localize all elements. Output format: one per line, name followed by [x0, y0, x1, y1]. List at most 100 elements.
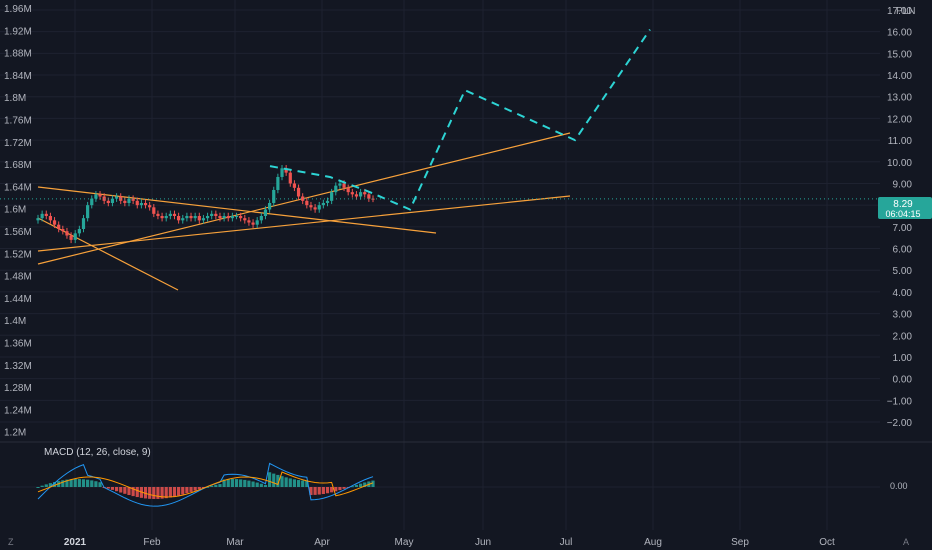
time-axis-tick: 2021 [64, 537, 87, 548]
candle-body [325, 200, 330, 203]
time-axis[interactable]: 2021 Feb Mar Apr May Jun Jul Aug Sep Oct [64, 537, 835, 548]
candle-body [346, 187, 350, 193]
macd-histogram-bar [172, 487, 177, 497]
right-axis-tick: 1.00 [893, 353, 913, 364]
left-axis-tick: 1.8M [4, 93, 26, 104]
candle-body [301, 196, 305, 201]
macd-histogram-bar [160, 487, 164, 499]
current-price-label: 8.29 [893, 199, 913, 210]
macd-histogram-bar [52, 482, 57, 487]
time-axis-tick: May [395, 537, 414, 548]
candle-body [110, 198, 115, 203]
candle-body [185, 216, 189, 219]
candle-body [255, 220, 259, 225]
time-axis-tick: Apr [314, 537, 330, 548]
candle-body [358, 192, 363, 197]
left-axis-tick: 1.52M [4, 249, 32, 260]
right-axis-tick: 5.00 [893, 266, 913, 277]
countdown-label: 06:04:15 [885, 209, 920, 219]
left-axis-tick: 1.92M [4, 26, 32, 37]
candle-body [44, 213, 48, 216]
macd-histogram-bar [272, 473, 276, 487]
macd-histogram-bar [197, 487, 201, 490]
left-axis-tick: 1.96M [4, 4, 32, 15]
macd-histogram-bar [201, 487, 206, 489]
macd-histogram-bar [181, 487, 185, 495]
macd-histogram-bar [280, 476, 284, 487]
candle-body [114, 196, 119, 199]
trendline [37, 195, 571, 252]
macd-histogram-bar [127, 487, 131, 496]
left-axis-tick: 1.2M [4, 428, 26, 439]
macd-histogram-bar [218, 484, 222, 487]
right-axis-tick: 4.00 [893, 288, 913, 299]
macd-histogram-bar [36, 487, 40, 488]
candle-body [160, 216, 164, 219]
right-axis-tick: 7.00 [893, 223, 913, 234]
macd-histogram-bar [214, 484, 218, 487]
macd-histogram-bar [69, 479, 73, 487]
candle-body [143, 202, 148, 206]
candle-body [210, 213, 214, 216]
candle-body [139, 202, 143, 206]
candle-body [218, 216, 222, 219]
macd-histogram-bar [222, 479, 226, 487]
macd-histogram-bar [234, 479, 239, 487]
candle-body [205, 216, 210, 219]
candle-body [181, 218, 185, 221]
macd-histogram-bar [61, 480, 65, 487]
candle-body [168, 213, 172, 216]
candle-body [321, 202, 325, 206]
left-axis-tick: 1.6M [4, 205, 26, 216]
left-axis-tick: 1.84M [4, 71, 32, 82]
macd-histogram-bar [268, 472, 272, 487]
right-axis-tick: −2.00 [887, 418, 913, 429]
macd-histogram-bar [371, 480, 375, 487]
macd-histogram-bar [239, 479, 243, 487]
candle-body [276, 176, 280, 190]
candle-body [247, 220, 251, 223]
candle-body [52, 220, 57, 225]
zoom-icon[interactable]: Z [8, 537, 14, 547]
candle-body [127, 198, 131, 203]
macd-histogram-bar [131, 487, 135, 497]
candle-body [201, 218, 206, 221]
candle-body [189, 216, 193, 219]
macd-histogram-bar [40, 485, 44, 487]
time-axis-tick: Oct [819, 537, 835, 548]
candle-body [123, 200, 127, 203]
macd-histogram-bar [292, 479, 297, 487]
macd-histogram-bar [193, 487, 197, 491]
macd-histogram-bar [168, 487, 172, 498]
candle-body [48, 216, 53, 221]
macd-histogram-bar [77, 479, 81, 487]
macd-histogram-bar [114, 487, 119, 492]
right-price-axis[interactable]: 17.00 16.00 15.00 14.00 13.00 12.00 11.00 10.00… [887, 6, 913, 429]
candle-body [334, 185, 338, 193]
time-axis-tick: Jun [475, 537, 491, 548]
macd-label: MACD (12, 26, close, 9) [44, 447, 151, 458]
candle-body [330, 192, 334, 201]
projection-path[interactable] [269, 28, 651, 211]
macd-histogram-bar [189, 487, 193, 492]
macd-histogram-bar [90, 480, 94, 487]
candle-body [90, 198, 94, 206]
candle-body [268, 202, 272, 210]
macd-histogram-bar [177, 487, 181, 496]
right-axis-tick: 17.00 [887, 6, 912, 17]
macd-histogram-bar [288, 478, 292, 487]
candle-body [350, 192, 354, 195]
auto-scale-icon[interactable]: A [903, 537, 909, 547]
macd-histogram-bar [185, 487, 189, 494]
macd-zero-label: 0.00 [890, 481, 908, 491]
time-axis-tick: Jul [560, 537, 573, 548]
macd-histogram-bar [251, 481, 255, 487]
macd-histogram-bar [143, 487, 148, 499]
candle-body [81, 218, 86, 230]
left-price-axis: 1.96M 1.92M 1.88M 1.84M 1.8M 1.76M 1.72M 1.68M 1… [4, 4, 32, 439]
candle-body [148, 205, 152, 208]
time-axis-tick: Aug [644, 537, 662, 548]
candle-body [131, 198, 135, 201]
